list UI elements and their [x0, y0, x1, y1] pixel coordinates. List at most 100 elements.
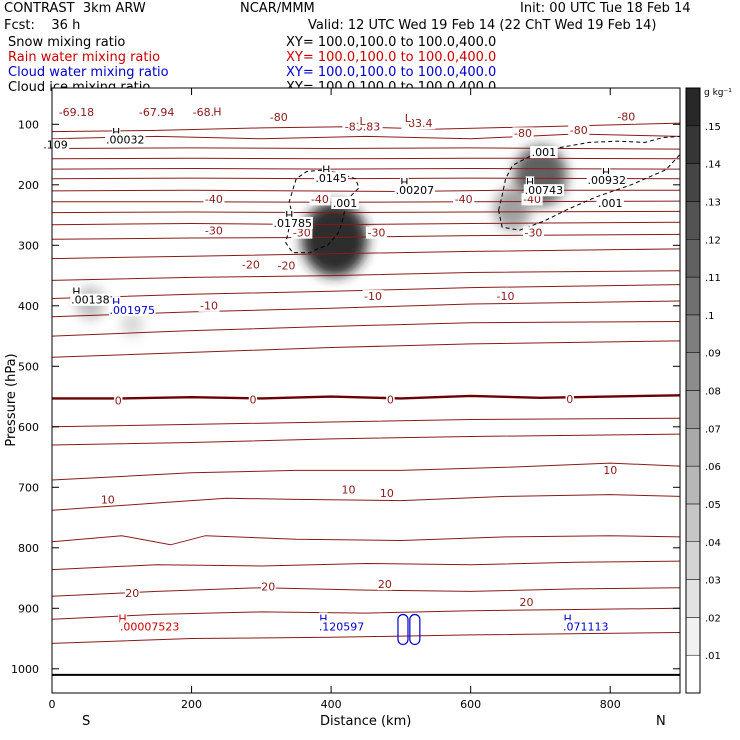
temperature-contour-16 [52, 340, 680, 358]
colorbar-label-14: .15 [705, 122, 721, 133]
temperature-contour-18 [52, 417, 680, 428]
x-axis-label: Distance (km) [320, 714, 411, 729]
contour-label-16: -30 [524, 226, 542, 239]
y-tick-label-4: 500 [18, 360, 39, 373]
contour-label-bg-26 [100, 493, 116, 506]
contour-label-6: -80 [617, 110, 635, 123]
contour-label-3: -80 [270, 111, 288, 124]
extremum-value-1: .109 [43, 139, 68, 152]
extremum-value-6: .00932 [587, 174, 626, 187]
plot-background [52, 88, 680, 693]
contour-label-bg-22 [114, 394, 123, 407]
contour-label-bg-9 [203, 193, 225, 206]
extremum-value-bg-4 [394, 184, 435, 197]
extremum-value-bg-8 [596, 196, 624, 209]
y-tick-label-6: 700 [18, 481, 39, 494]
extremum-value-bg-12 [119, 620, 180, 633]
extremum-marker-5: H [400, 176, 408, 189]
init-time: Init: 00 UTC Tue 18 Feb 14 [520, 1, 691, 16]
extremum-value-8: .001 [598, 197, 623, 210]
contour-label-bg-17 [240, 258, 262, 271]
contour-label-30: 20 [125, 587, 139, 600]
contour-label-bg-6 [615, 110, 637, 123]
colorbar-label-1: .02 [705, 613, 721, 624]
colorbar-label-4: .05 [705, 500, 721, 511]
contour-label-bg-8 [512, 127, 534, 140]
y-tick-label-2: 300 [18, 239, 39, 252]
extremum-value-bg-7 [331, 196, 359, 209]
contour-label-13: -30 [205, 225, 223, 238]
contour-label-bg-31 [260, 580, 276, 593]
colorbar-frame [685, 87, 701, 694]
extremum-marker-bg-12 [319, 612, 328, 625]
extremum-value-7: .001 [333, 197, 358, 210]
extremum-value-bg-1 [41, 138, 70, 151]
extremum-value-bg-0 [105, 133, 146, 146]
contour-label-22: 0 [115, 395, 122, 408]
temperature-contour-15 [52, 321, 680, 337]
contour-label-bg-18 [275, 259, 298, 272]
field-xy-snow: XY= 100.0,100.0 to 100.0,400.0 [286, 35, 497, 50]
extremum-value-13: .120597 [319, 620, 365, 633]
y-tick-label-0: 100 [18, 118, 39, 131]
extremum-value-11: .001975 [109, 304, 155, 317]
extremum-value-bg-9 [272, 216, 313, 229]
extremum-marker-bg-4 [322, 163, 331, 176]
plot-frame [51, 87, 681, 694]
x-tick-label-4: 800 [600, 698, 621, 711]
temperature-contour-24 [52, 587, 680, 597]
valid-time: Valid: 12 UTC Wed 19 Feb 14 (22 ChT Wed … [308, 18, 657, 33]
extremum-marker-bg-9 [72, 285, 81, 298]
contour-label-31: 20 [261, 580, 275, 593]
extremum-marker-13: H [564, 612, 572, 625]
contour-label-bg-21 [494, 290, 517, 303]
contour-label-bg-29 [602, 464, 618, 477]
contour-label-bg-16 [522, 226, 545, 239]
extremum-marker-bg-13 [563, 612, 572, 625]
y-tick-label-7: 800 [18, 542, 39, 555]
field-xy-rain: XY= 100.0,100.0 to 100.0,400.0 [286, 50, 497, 65]
temperature-contour-26 [52, 632, 680, 644]
extremum-value-10: .00138 [71, 294, 110, 307]
cloud-water-contour-0 [397, 613, 409, 646]
colorbar-swatch-7 [685, 390, 701, 429]
contour-label-bg-24 [386, 393, 395, 406]
extremum-value-4: .00207 [396, 184, 435, 197]
extremum-marker-bg-3 [112, 126, 121, 139]
contour-label-17: -20 [242, 259, 260, 272]
colorbar-label-12: .13 [705, 197, 721, 208]
extremum-marker-2: L [405, 112, 412, 125]
contour-label-10: -40 [311, 193, 329, 206]
contour-label-25: 0 [566, 393, 573, 406]
contour-label-bg-15 [365, 226, 388, 239]
extremum-value-9: .01785 [273, 217, 312, 230]
contour-label-19: -10 [200, 300, 218, 313]
x-tick-label-0: 0 [49, 698, 56, 711]
colorbar-swatch-5 [685, 465, 701, 505]
x-end-label-north: N [656, 714, 666, 729]
colorbar-label-0: .01 [705, 651, 721, 662]
field-xy-cloud-water: XY= 100.0,100.0 to 100.0,400.0 [286, 65, 497, 80]
x-tick-label-3: 600 [460, 698, 481, 711]
contour-label-bg-19 [198, 299, 220, 312]
colorbar-label-2: .03 [705, 576, 721, 587]
contour-label-bg-25 [565, 392, 574, 406]
contour-label-12: -40 [523, 193, 541, 206]
contour-label-0: -69.18 [59, 106, 94, 119]
temperature-contour-22 [52, 535, 680, 546]
contour-label-9: -40 [205, 193, 223, 206]
temperature-contour-8 [52, 210, 680, 214]
contour-label-bg-30 [124, 587, 140, 600]
source-label: NCAR/MMM [240, 1, 315, 16]
temperature-contour-12 [52, 270, 680, 281]
extremum-value-14: .071113 [563, 620, 609, 633]
colorbar-swatch-14 [685, 125, 701, 164]
colorbar-swatch-1 [685, 617, 701, 656]
contour-label-bg-20 [362, 290, 384, 303]
extremum-value-bg-14 [562, 620, 610, 633]
contour-label-1: -67.94 [139, 106, 174, 119]
contour-label-bg-14 [291, 226, 313, 239]
extremum-value-2: .001 [532, 146, 557, 159]
extremum-marker-12: H [319, 612, 327, 625]
